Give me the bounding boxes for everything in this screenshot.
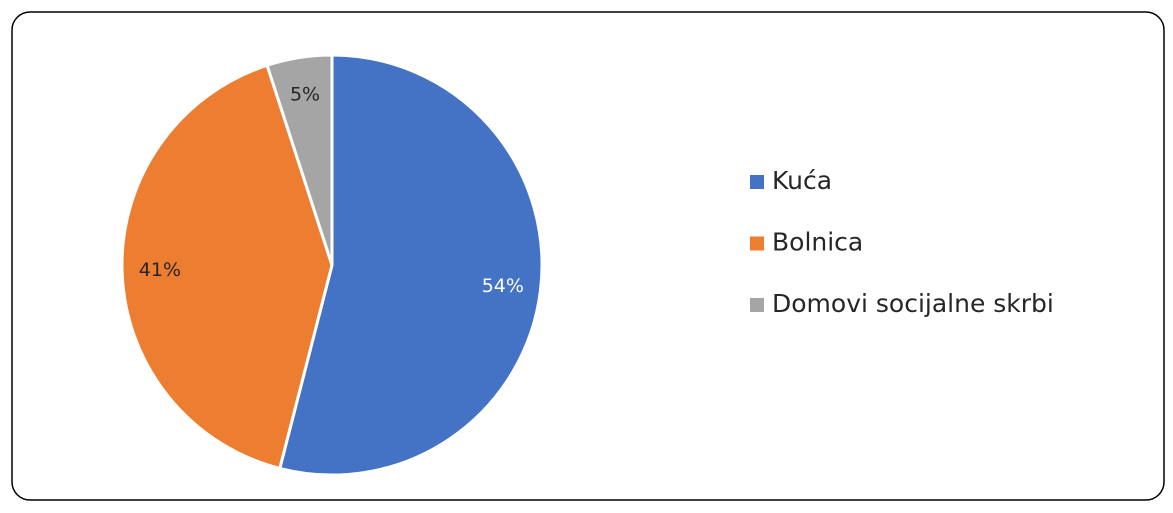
data-label: 41%: [139, 259, 181, 281]
legend-label: Domovi socijalne skrbi: [772, 289, 1054, 318]
pie-slice: [120, 63, 334, 471]
legend-swatch: [750, 175, 764, 189]
data-label: 54%: [482, 275, 524, 297]
legend-swatch: [750, 236, 764, 251]
legend-label: Kuća: [772, 166, 832, 195]
pie-slice: [277, 53, 544, 477]
data-label: 5%: [290, 83, 320, 105]
legend-label: Bolnica: [772, 228, 863, 257]
legend-swatch: [750, 298, 764, 312]
pie-slice: [265, 53, 334, 266]
